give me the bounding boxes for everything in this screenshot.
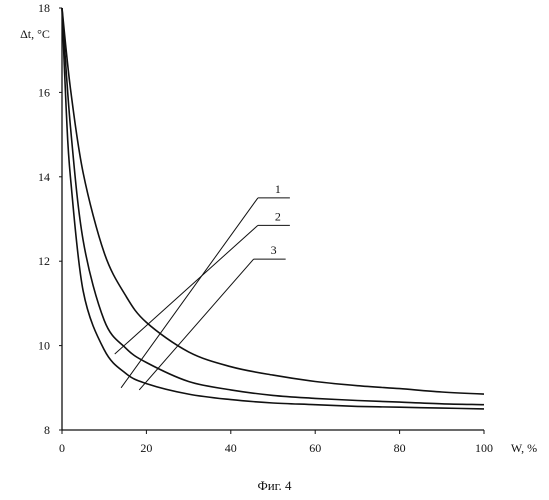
y-tick-label: 8 [44, 423, 50, 437]
series-1-leader [121, 198, 258, 388]
x-tick-label: 80 [394, 441, 406, 455]
y-axis-label: Δt, °C [20, 27, 50, 41]
series-2-leader [115, 225, 258, 354]
y-tick-label: 18 [38, 1, 50, 15]
x-tick-label: 40 [225, 441, 237, 455]
y-tick-label: 10 [38, 339, 50, 353]
x-tick-label: 20 [140, 441, 152, 455]
y-tick-label: 12 [38, 254, 50, 268]
series-1-label: 1 [275, 182, 281, 196]
x-tick-label: 0 [59, 441, 65, 455]
series-2-label: 2 [275, 209, 281, 223]
series-3-label: 3 [271, 243, 277, 257]
series-3-leader [139, 259, 253, 390]
x-axis-label: W, % [511, 441, 537, 455]
y-tick-label: 16 [38, 85, 50, 99]
x-tick-label: 100 [475, 441, 493, 455]
x-tick-label: 60 [309, 441, 321, 455]
figure-caption: Фиг. 4 [0, 478, 549, 494]
y-tick-label: 14 [38, 170, 50, 184]
series-1-line [62, 8, 484, 394]
